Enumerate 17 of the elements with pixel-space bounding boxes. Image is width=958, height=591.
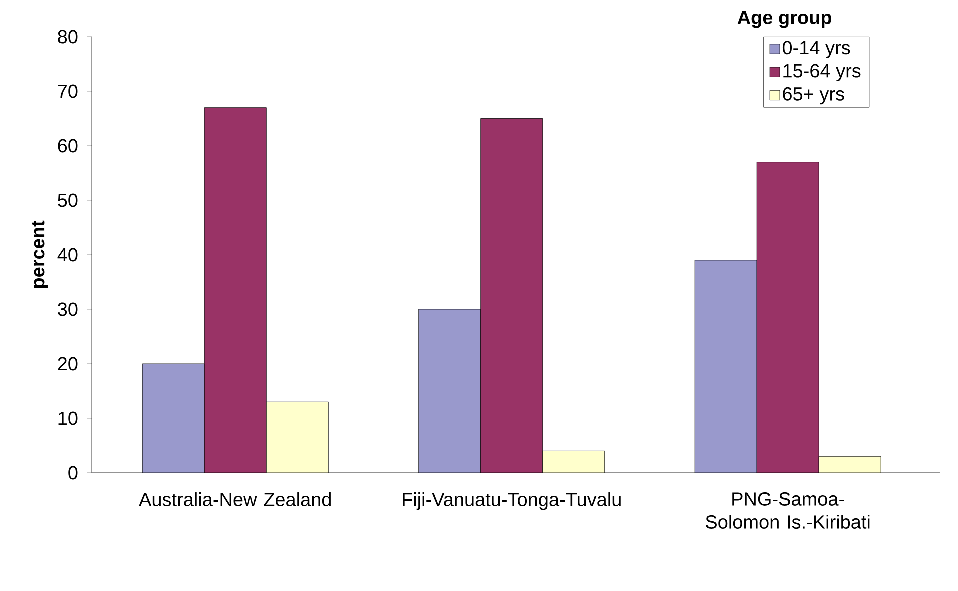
y-tick-label: 50: [58, 194, 78, 208]
legend-title: Age group: [738, 11, 832, 28]
x-tick-label: PNG-Samoa-Solomon Is.-Kiribati: [706, 492, 870, 529]
legend-label: 65+ yrs: [783, 87, 844, 105]
y-tick-label: 40: [58, 248, 78, 262]
legend-label: 15-64 yrs: [784, 64, 861, 82]
y-tick-label: 60: [58, 139, 78, 153]
x-tick-label: Australia-New Zealand: [139, 492, 331, 506]
y-tick-label: 10: [58, 412, 78, 426]
y-tick-label: 80: [58, 30, 78, 44]
y-tick-label: 0: [68, 466, 78, 480]
y-tick-label: 20: [58, 357, 78, 371]
y-tick-label: 30: [58, 302, 78, 316]
x-tick-label: Fiji-Vanuatu-Tonga-Tuvalu: [403, 492, 621, 510]
legend-label: 0-14 yrs: [782, 41, 850, 58]
y-tick-label: 70: [58, 84, 78, 98]
y-axis-title: percent: [32, 220, 48, 288]
